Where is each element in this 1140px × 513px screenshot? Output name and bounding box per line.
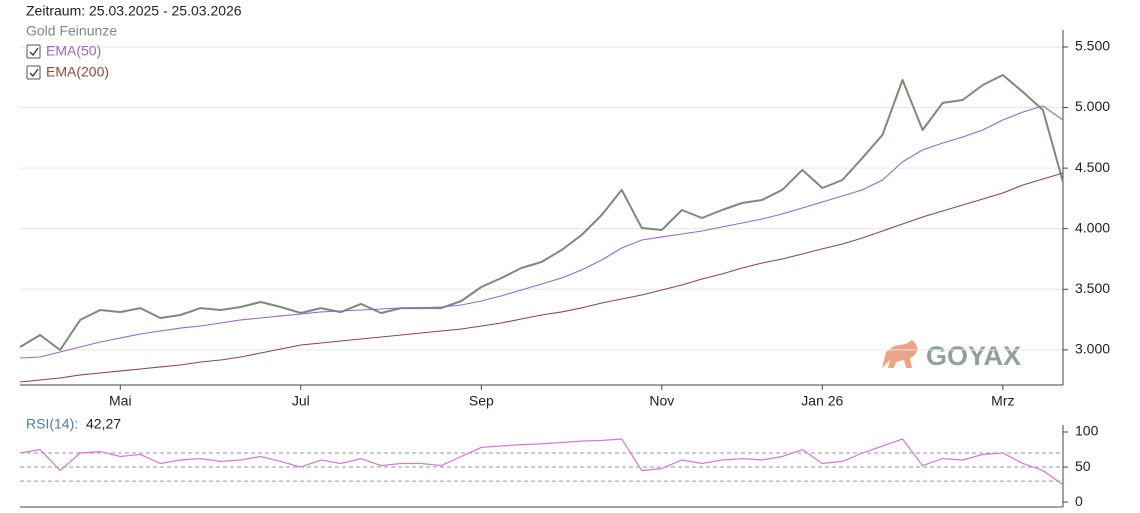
x-tick-label: Nov [649, 393, 674, 409]
x-tick-label: Mai [109, 393, 132, 409]
y-tick-label: 4.000 [1075, 219, 1110, 235]
chart-title: Zeitraum: 25.03.2025 - 25.03.2026 [26, 3, 242, 19]
subtitle: Gold Feinunze [26, 23, 117, 39]
legend-check [29, 47, 39, 57]
y-tick-label: 5.500 [1075, 38, 1110, 54]
y-tick-label: 100 [1075, 423, 1099, 439]
y-tick-label: 3.000 [1075, 341, 1110, 357]
y-tick-label: 50 [1075, 458, 1091, 474]
x-tick-label: Jan 26 [801, 393, 843, 409]
series-line [19, 105, 1064, 359]
y-tick-label: 4.500 [1075, 159, 1110, 175]
legend-label[interactable]: EMA(200) [46, 64, 109, 80]
series-line [19, 74, 1064, 351]
logo: GOYAX [882, 340, 1021, 371]
series-line [19, 172, 1064, 383]
rsi-title: RSI(14): [26, 416, 78, 432]
x-tick-label: Mrz [991, 393, 1014, 409]
logo-bull [882, 340, 918, 368]
x-tick-label: Sep [469, 393, 494, 409]
logo-text: GOYAX [926, 341, 1021, 371]
y-tick-label: 5.000 [1075, 98, 1110, 114]
legend-checkbox[interactable] [26, 65, 41, 80]
legend-label[interactable]: EMA(50) [46, 43, 101, 59]
x-tick-label: Jul [292, 393, 310, 409]
legend-checkbox[interactable] [26, 44, 41, 59]
rsi-current: 42,27 [86, 416, 121, 432]
y-tick-label: 0 [1075, 493, 1083, 509]
legend-check [29, 68, 39, 78]
y-tick-label: 3.500 [1075, 280, 1110, 296]
rsi-line [19, 438, 1064, 486]
